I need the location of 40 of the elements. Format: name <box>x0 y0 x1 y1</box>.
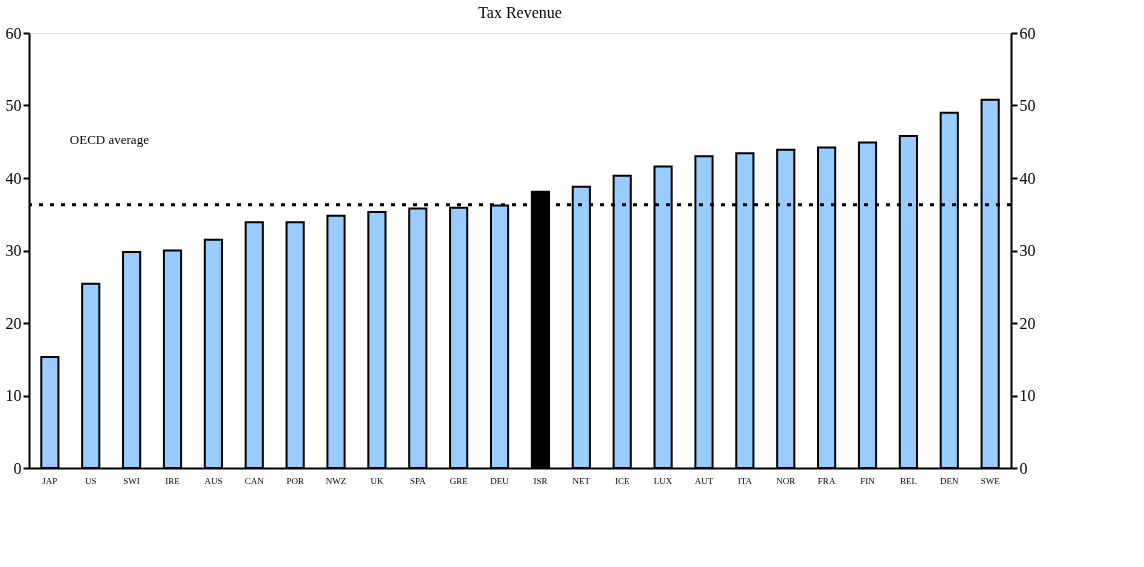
x-tick-label: GRE <box>449 475 469 486</box>
x-tick-label: CAN <box>244 475 265 486</box>
y-tick-label: 40 <box>5 169 22 187</box>
x-tick-label: NOR <box>776 475 796 486</box>
x-tick-label: SWI <box>123 475 140 486</box>
y-tick-label: 50 <box>5 97 22 114</box>
ref-line-label: OECD average <box>69 131 150 147</box>
y-tick-label: 60 <box>5 24 22 42</box>
x-tick-label: POR <box>286 475 304 486</box>
x-tick-label: FIN <box>860 475 876 486</box>
y2-tick-label: 20 <box>1019 314 1036 332</box>
x-tick-label: DEU <box>490 475 510 486</box>
x-tick-label: UK <box>370 475 384 486</box>
y-tick-label: 20 <box>5 314 22 332</box>
x-tick-label: US <box>84 475 97 486</box>
y2-tick-label: 0 <box>1019 459 1028 477</box>
x-tick-label: SPA <box>409 475 427 486</box>
y2-tick-label: 40 <box>1019 169 1036 187</box>
y-tick-label: 10 <box>5 387 22 404</box>
y2-tick-label: 60 <box>1019 24 1036 42</box>
x-tick-label: ICE <box>614 475 630 486</box>
x-tick-label: FRA <box>817 475 836 486</box>
x-tick-label: BEL <box>899 475 917 486</box>
x-tick-label: AUT <box>694 475 714 486</box>
x-tick-label: NWZ <box>325 475 347 486</box>
y-tick-label: 30 <box>5 242 22 259</box>
x-tick-label: LUX <box>653 475 673 486</box>
x-tick-label: JAP <box>42 475 58 486</box>
x-tick-label: ITA <box>737 475 753 486</box>
y2-tick-label: 30 <box>1019 242 1036 259</box>
y-tick-label: 0 <box>13 459 22 477</box>
x-tick-label: ISR <box>533 475 548 486</box>
x-tick-label: AUS <box>204 475 223 486</box>
y2-tick-label: 50 <box>1019 97 1036 114</box>
chart-title: Tax Revenue <box>478 4 562 21</box>
x-tick-label: SWE <box>980 475 1001 486</box>
x-tick-label: DEN <box>940 475 960 486</box>
x-tick-label: NET <box>572 475 591 486</box>
y2-tick-label: 10 <box>1019 387 1036 404</box>
x-tick-label: IRE <box>165 475 181 486</box>
